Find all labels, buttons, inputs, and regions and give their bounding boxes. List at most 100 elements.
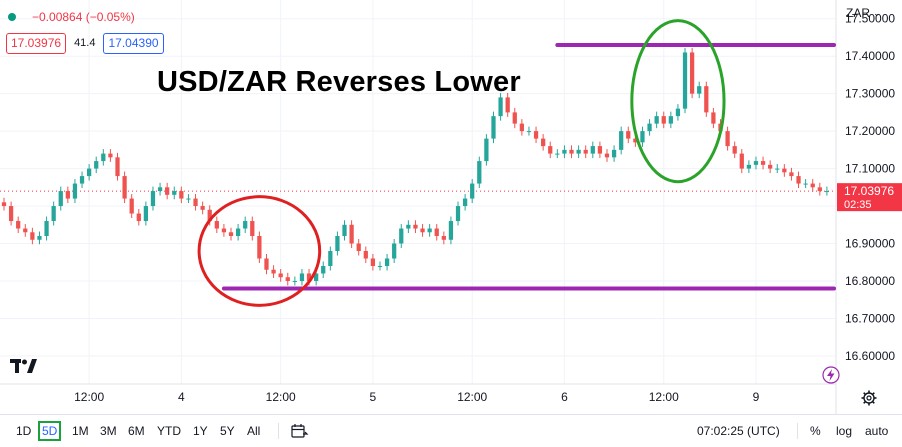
candle-body [243,221,248,229]
range-all-button[interactable]: All [247,424,261,438]
auto-scale-button[interactable]: auto [865,424,889,438]
range-3m-button[interactable]: 3M [100,424,117,438]
candle-body [271,269,276,274]
range-6m-button[interactable]: 6M [128,424,145,438]
y-tick-label: 16.60000 [845,349,895,363]
range-1y-button[interactable]: 1Y [193,424,208,438]
candle-body [321,265,326,274]
candle-body [753,161,759,165]
range-5d-button[interactable]: 5D [38,421,62,441]
candle-body [526,131,532,133]
candle-body [541,138,546,147]
candle-body [548,146,553,154]
candle-body [455,206,461,222]
candle-body [157,187,163,192]
gear-icon[interactable] [860,389,878,407]
toolbar-divider [278,423,279,439]
ask-price-button[interactable]: 17.04390 [103,32,164,54]
calendar-range-icon[interactable] [291,423,309,439]
current-price-label [837,183,902,212]
utc-clock[interactable]: 07:02:25 (UTC) [697,424,780,438]
candle-body [675,108,681,117]
candle-body [768,164,773,169]
candle-body [23,228,28,233]
candle-body [257,236,262,259]
candle-body [16,221,21,229]
candle-body [328,251,333,266]
highlight-ellipse [630,19,726,184]
candle-body [505,97,510,113]
candle-body [803,183,808,185]
candle-body [37,236,42,240]
candle-body [519,123,524,132]
candle-body [420,228,425,233]
range-ytd-button[interactable]: YTD [157,424,181,438]
price-change: −0.00864 (−0.05%) [32,10,135,24]
x-tick-label: 9 [753,390,760,404]
candle-body [796,176,801,184]
candle-body [732,146,737,154]
tradingview-logo-icon[interactable] [10,357,38,375]
candle-body [427,228,432,233]
candle-body [668,116,673,124]
candle-body [562,149,567,154]
candle-body [136,213,141,222]
candle-body [619,131,624,150]
candle-body [143,206,149,222]
range-5y-button[interactable]: 5Y [220,424,235,438]
candle-body [824,191,830,193]
x-tick-label: 12:00 [74,390,104,404]
range-1d-button[interactable]: 1D [16,424,32,438]
candle-body [377,265,383,267]
lightning-icon[interactable] [822,366,840,384]
candle-body [58,191,63,207]
candle-body [441,236,446,240]
candle-body [314,273,319,281]
candle-body [689,52,695,94]
percent-scale-button[interactable]: % [810,424,821,438]
candle-body [413,224,418,229]
candle-body [484,138,489,162]
candle-body [87,168,92,177]
candle-body [725,131,730,147]
x-tick-label: 6 [561,390,568,404]
range-1m-button[interactable]: 1M [72,424,89,438]
current-price-value: 17.03976 [844,184,894,198]
y-tick-label: 17.30000 [845,87,895,101]
candle-body [739,153,744,169]
candle-body [30,232,35,240]
candle-body [533,131,539,139]
x-tick-label: 12:00 [457,390,487,404]
candle-body [789,172,794,177]
candle-body [221,228,227,233]
candle-body [356,243,361,252]
candle-body [108,153,113,158]
candle-body [349,224,354,244]
candle-body [94,161,99,169]
candle-body [704,86,709,113]
candle-body [462,198,468,207]
candle-body [285,277,290,281]
candle-body [477,161,482,184]
bid-price-button[interactable]: 17.03976 [6,32,67,54]
currency-selector[interactable]: ZAR ⌄ [846,6,881,20]
candle-body [661,116,666,124]
candle-body [782,168,787,173]
candle-body [115,157,120,177]
candle-body [626,131,631,139]
candle-body [590,146,595,154]
candle-body [207,209,212,222]
y-tick-label: 16.70000 [845,311,895,325]
chart-title: USD/ZAR Reverses Lower [157,66,521,98]
candle-body [448,221,454,240]
candle-body [228,232,234,237]
candle-body [392,243,397,259]
candle-body [193,198,198,207]
log-scale-button[interactable]: log [836,424,853,438]
candle-body [682,52,688,109]
y-tick-label: 17.50000 [845,12,895,26]
chart-canvas[interactable]: 16.6000016.7000016.8000016.9000017.00000… [0,0,902,414]
spread-value: 41.4 [74,37,96,49]
candle-body [711,112,716,124]
candle-body [79,176,85,184]
